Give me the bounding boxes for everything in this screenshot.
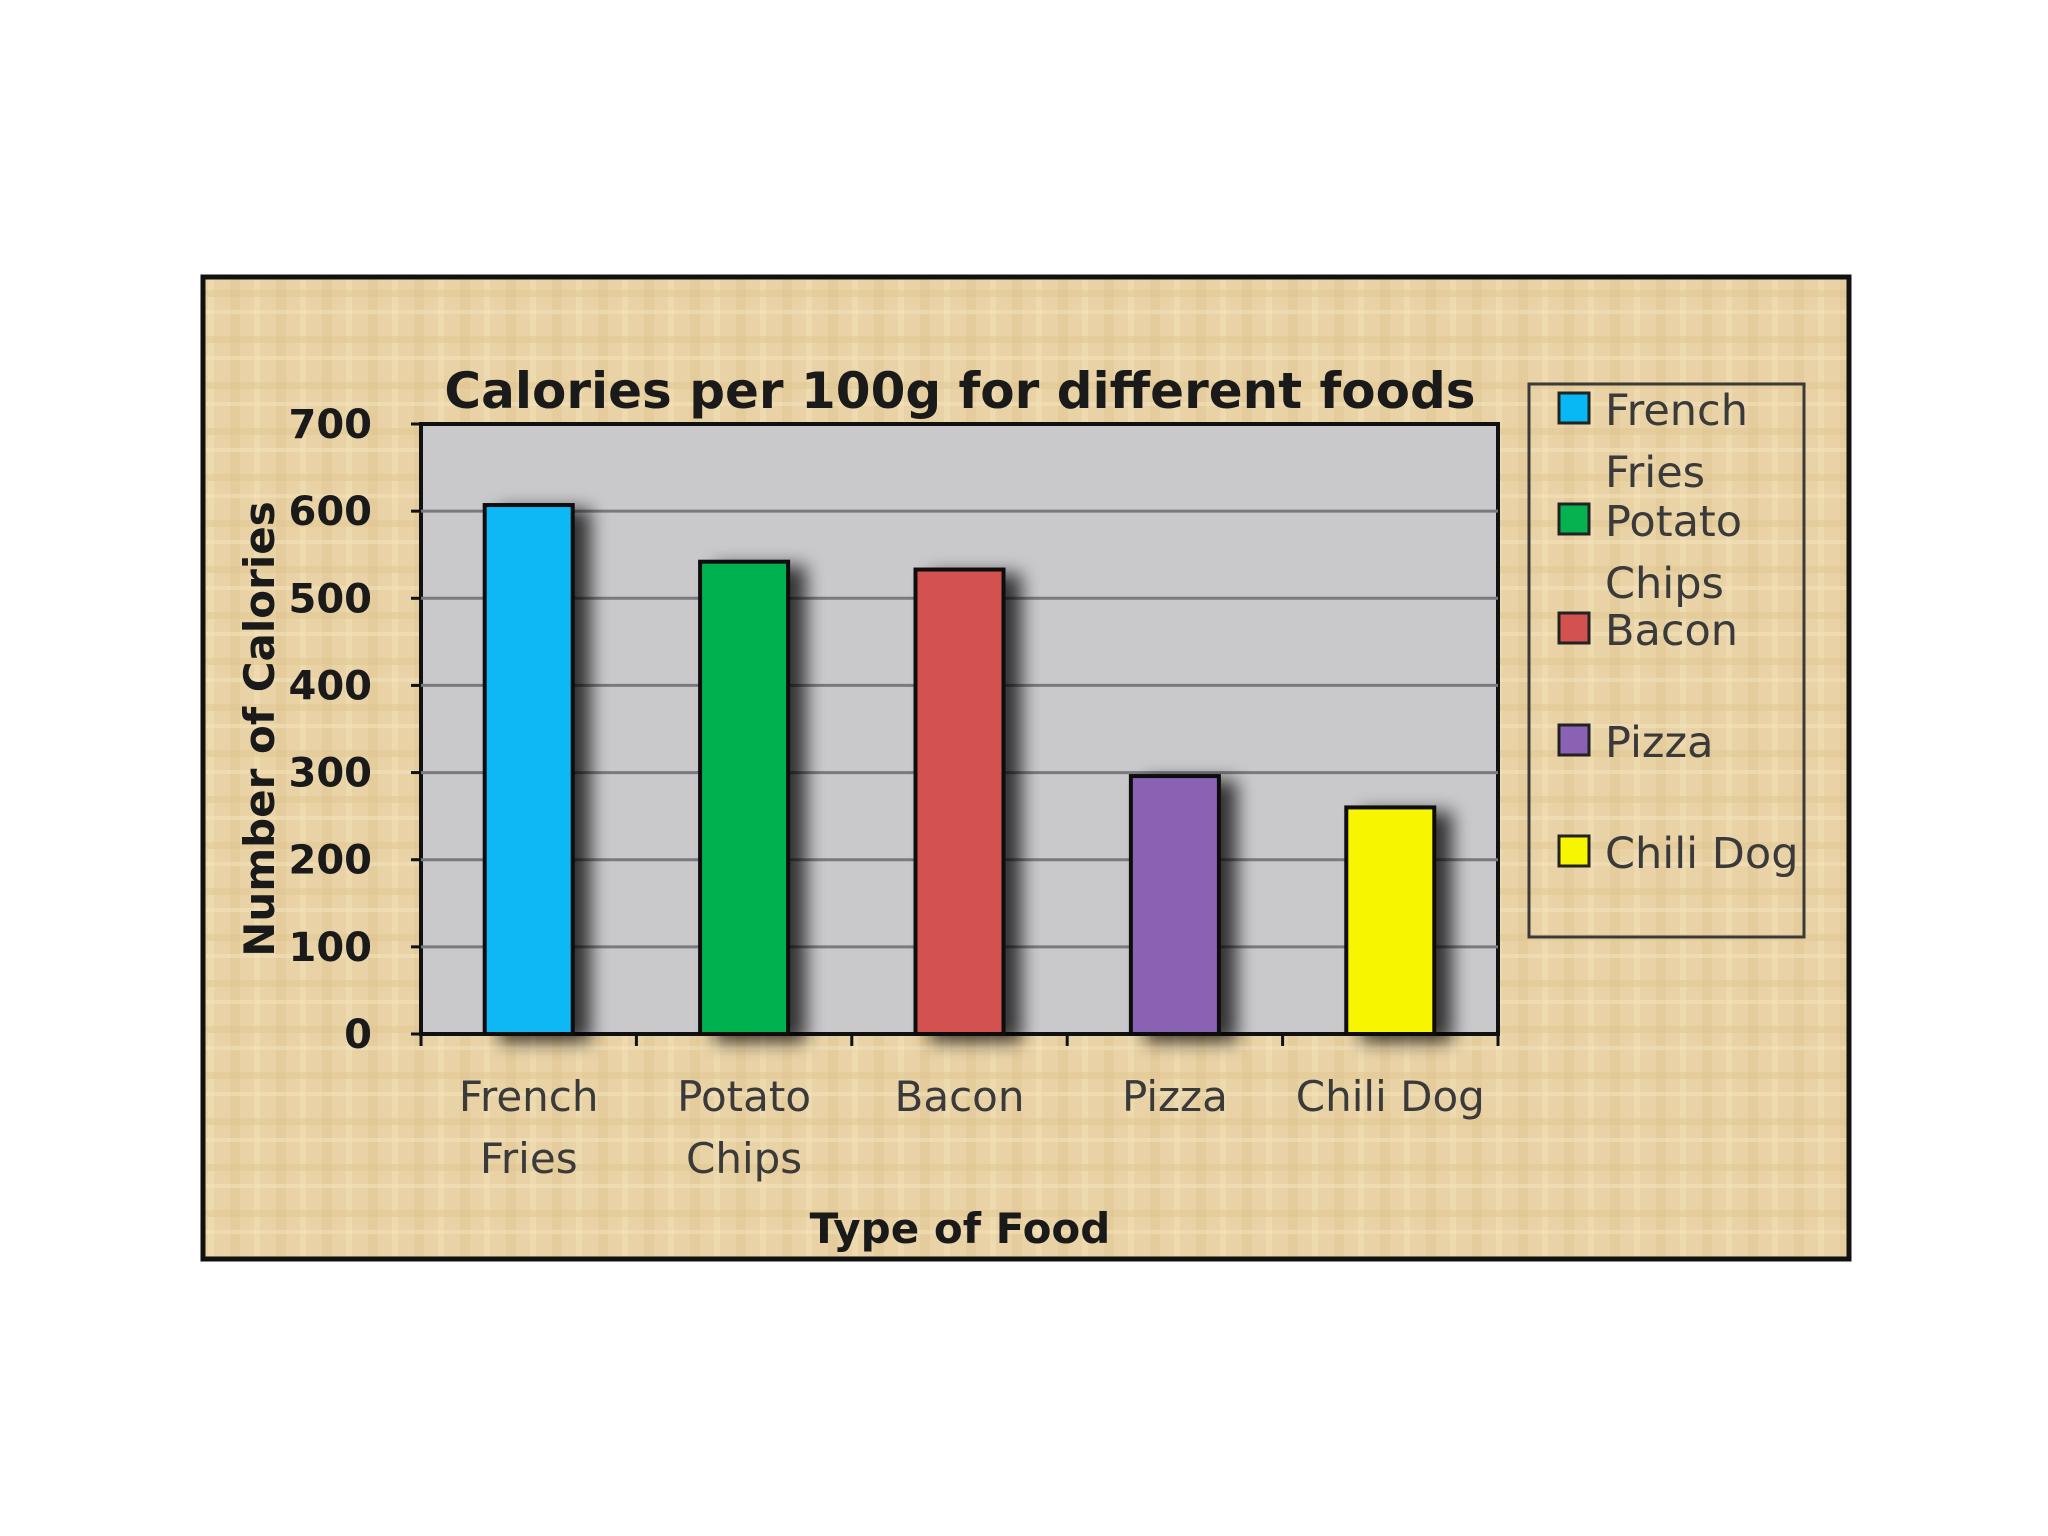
y-tick-label: 0 — [344, 1012, 372, 1058]
x-axis-title: Type of Food — [810, 1204, 1111, 1253]
legend-box — [1527, 382, 1806, 939]
legend-swatch — [1557, 391, 1591, 425]
legend-label: French — [1605, 386, 1748, 436]
y-axis-title: Number of Calories — [235, 501, 284, 956]
y-tick-label: 300 — [289, 751, 373, 797]
legend-label: Fries — [1605, 448, 1705, 498]
legend-swatch — [1557, 611, 1591, 645]
y-tick-label: 700 — [289, 402, 373, 448]
x-tick-label: Pizza — [1122, 1072, 1228, 1121]
bars — [482, 503, 1437, 1037]
legend-label: Potato — [1605, 497, 1742, 547]
y-tick-label: 200 — [289, 838, 373, 884]
y-tick-label: 100 — [289, 925, 373, 971]
chart-title: Calories per 100g for different foods — [444, 362, 1475, 420]
bar — [1344, 805, 1437, 1037]
x-tick-labels: French Fries Potato Chips Bacon Pizza Chili Do… — [419, 1034, 1500, 1183]
legend-swatch — [1557, 723, 1591, 757]
x-tick-label: Bacon — [895, 1072, 1025, 1121]
legend-label: Pizza — [1605, 718, 1713, 768]
legend-label: Chips — [1605, 559, 1724, 609]
x-tick-label: French — [459, 1072, 599, 1121]
legend-swatch — [1557, 834, 1591, 868]
x-tick-label: Potato — [677, 1072, 811, 1121]
y-tick-label: 400 — [289, 663, 373, 709]
y-tick-label: 500 — [289, 576, 373, 622]
legend-label: Bacon — [1605, 606, 1738, 656]
x-tick-label: Chili Dog — [1296, 1072, 1485, 1121]
bar — [1128, 774, 1221, 1036]
legend-label: Chili Dog — [1605, 829, 1799, 879]
bar — [913, 567, 1006, 1036]
x-tick-label: Fries — [480, 1134, 578, 1183]
y-tick-label: 600 — [289, 489, 373, 535]
x-tick-label: Chips — [686, 1134, 802, 1183]
bar — [482, 503, 575, 1036]
legend-swatch — [1557, 502, 1591, 536]
bar — [698, 559, 791, 1037]
y-tick-labels: 0 100 200 300 400 500 600 700 — [289, 402, 373, 1058]
